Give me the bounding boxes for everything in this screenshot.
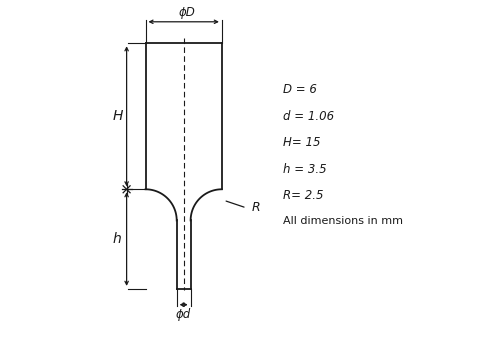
Text: ϕD: ϕD	[178, 6, 196, 19]
Text: H= 15: H= 15	[283, 136, 321, 149]
Text: ϕd: ϕd	[176, 308, 192, 321]
Text: R= 2.5: R= 2.5	[283, 189, 324, 202]
Text: H: H	[112, 109, 122, 123]
Text: R: R	[252, 201, 260, 215]
Text: All dimensions in mm: All dimensions in mm	[283, 216, 403, 226]
Text: d = 1.06: d = 1.06	[283, 110, 335, 123]
Text: h: h	[113, 232, 122, 246]
Text: h = 3.5: h = 3.5	[283, 163, 327, 176]
Text: D = 6: D = 6	[283, 83, 317, 96]
